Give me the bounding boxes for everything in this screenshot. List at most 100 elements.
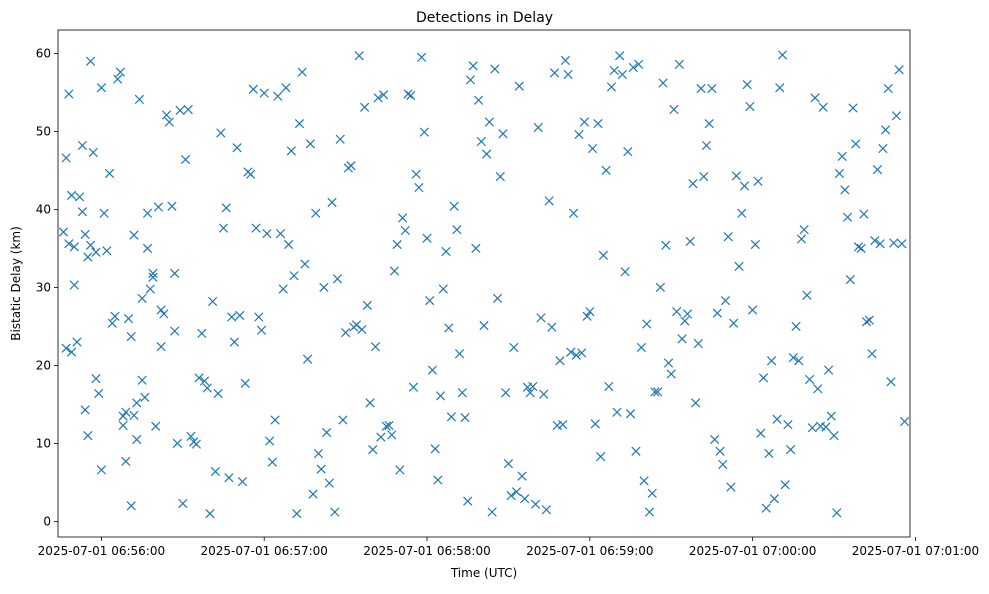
data-point xyxy=(864,315,874,325)
data-point xyxy=(642,319,652,329)
data-point xyxy=(666,369,676,379)
data-point xyxy=(867,349,877,359)
data-point xyxy=(492,293,503,303)
data-point xyxy=(875,239,885,249)
data-point xyxy=(639,476,649,486)
data-point xyxy=(104,168,115,179)
data-point xyxy=(113,74,123,84)
data-point xyxy=(672,306,682,317)
data-point xyxy=(365,398,375,408)
data-point xyxy=(246,169,256,179)
data-point xyxy=(224,473,234,483)
data-point xyxy=(745,101,755,112)
data-point xyxy=(471,243,481,254)
data-point xyxy=(476,136,486,147)
data-point xyxy=(137,293,147,303)
data-point xyxy=(457,388,467,398)
data-point xyxy=(444,323,454,333)
data-point xyxy=(121,407,131,417)
data-point xyxy=(568,208,579,218)
data-point xyxy=(61,153,71,163)
data-point xyxy=(338,415,348,425)
data-point xyxy=(362,300,372,310)
data-point xyxy=(598,250,609,261)
data-point xyxy=(691,398,701,408)
data-point xyxy=(208,296,218,307)
data-point xyxy=(354,51,364,61)
data-point xyxy=(696,83,706,94)
data-point xyxy=(482,149,492,159)
data-point xyxy=(802,290,812,300)
data-point xyxy=(305,139,315,149)
data-point xyxy=(509,342,519,353)
data-point xyxy=(615,51,625,61)
data-point xyxy=(658,78,668,88)
data-point xyxy=(129,230,139,240)
plot-area xyxy=(58,50,910,519)
data-point xyxy=(661,240,671,250)
data-point xyxy=(335,134,345,144)
data-point xyxy=(359,102,370,112)
data-point xyxy=(408,382,419,392)
data-point xyxy=(85,56,96,66)
data-point xyxy=(256,325,267,335)
data-point xyxy=(609,65,619,76)
data-point xyxy=(680,316,690,326)
data-point xyxy=(517,471,527,481)
data-point xyxy=(655,282,665,293)
data-point xyxy=(411,169,421,179)
data-point xyxy=(321,427,332,438)
data-point xyxy=(647,488,657,498)
data-point xyxy=(75,192,85,202)
data-point xyxy=(750,239,760,250)
data-point xyxy=(164,117,174,127)
data-point xyxy=(419,127,429,137)
data-point xyxy=(145,284,155,294)
data-point xyxy=(107,318,117,328)
data-point xyxy=(533,122,543,133)
data-point xyxy=(416,52,427,62)
data-point xyxy=(235,310,245,321)
data-point xyxy=(172,438,183,449)
data-point xyxy=(251,223,261,233)
data-point xyxy=(118,420,128,431)
data-point xyxy=(804,374,815,385)
data-point xyxy=(183,104,193,115)
data-point xyxy=(221,203,231,213)
data-point xyxy=(213,388,223,399)
data-point xyxy=(167,201,177,211)
data-point xyxy=(96,83,107,93)
data-point xyxy=(878,143,888,154)
data-point xyxy=(604,381,614,392)
data-point xyxy=(539,389,549,399)
data-point xyxy=(541,505,552,515)
data-point xyxy=(297,67,307,77)
data-point xyxy=(563,69,573,80)
data-point xyxy=(587,143,598,154)
data-point xyxy=(785,445,796,455)
data-point xyxy=(186,431,196,442)
data-point xyxy=(156,305,166,315)
data-point xyxy=(503,459,514,469)
data-point xyxy=(823,365,834,375)
data-point xyxy=(558,420,568,430)
data-point xyxy=(330,507,340,517)
data-point xyxy=(560,55,571,66)
y-axis-label: Bistatic Delay (km) xyxy=(9,226,23,341)
data-point xyxy=(324,478,334,488)
data-point xyxy=(449,201,459,211)
data-point xyxy=(739,181,750,191)
data-point xyxy=(669,104,679,115)
y-axis: 0 10 20 30 40 50 60 xyxy=(36,46,58,528)
data-point xyxy=(582,311,592,321)
x-tick-label: 2025-07-01 07:00:00 xyxy=(689,544,816,558)
data-point xyxy=(292,508,302,519)
data-point xyxy=(501,388,511,398)
data-point xyxy=(115,67,126,77)
data-point xyxy=(175,105,185,115)
data-point xyxy=(313,448,324,459)
data-point xyxy=(636,342,647,353)
data-point xyxy=(625,409,636,419)
data-point xyxy=(148,272,158,282)
data-point xyxy=(810,93,820,103)
